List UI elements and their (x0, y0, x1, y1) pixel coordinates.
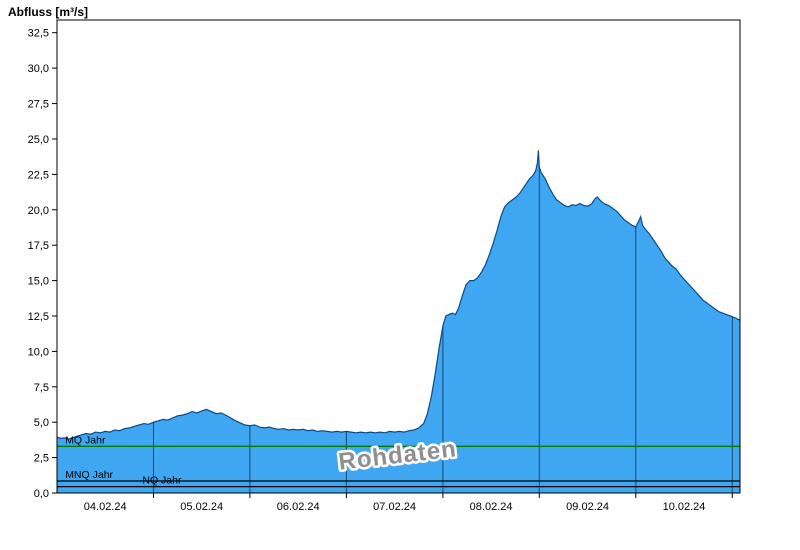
y-tick-label: 32,5 (28, 28, 49, 40)
discharge-outline (56, 150, 741, 440)
y-tick-label: 2,5 (34, 453, 49, 465)
y-tick-label: 17,5 (28, 240, 49, 252)
x-tick-label: 07.02.24 (373, 501, 416, 513)
x-tick-label: 09.02.24 (566, 501, 609, 513)
chart-title: Abfluss [m³/s] (8, 5, 89, 19)
y-tick-label: 5,0 (34, 417, 49, 429)
x-axis: 04.02.24 05.02.24 06.02.24 07.02.24 08.02.24… (84, 493, 733, 513)
y-tick-label: 30,0 (28, 63, 49, 75)
y-tick-label: 7,5 (34, 382, 49, 394)
discharge-area (57, 150, 740, 494)
reference-lines: MQ Jahr MNQ Jahr NQ Jahr (57, 434, 740, 488)
y-tick-label: 15,0 (28, 276, 49, 288)
y-tick-label: 22,5 (28, 169, 49, 181)
x-tick-label: 06.02.24 (277, 501, 320, 513)
x-tick-label: 08.02.24 (470, 501, 513, 513)
y-tick-label: 20,0 (28, 205, 49, 217)
y-tick-label: 27,5 (28, 99, 49, 111)
y-tick-label: 0,0 (34, 488, 49, 500)
x-tick-label: 05.02.24 (180, 501, 223, 513)
y-axis: 0,0 2,5 5,0 7,5 10,0 12,5 15,0 17,5 20,0 22,5 25,0… (28, 28, 57, 500)
reference-line-label: MQ Jahr (65, 434, 106, 446)
reference-line-label: NQ Jahr (142, 475, 182, 487)
y-tick-label: 10,0 (28, 346, 49, 358)
x-tick-label: 04.02.24 (84, 501, 127, 513)
x-tick-label: 10.02.24 (663, 501, 706, 513)
y-tick-label: 25,0 (28, 134, 49, 146)
plot-border (56, 19, 741, 494)
y-tick-label: 12,5 (28, 311, 49, 323)
reference-line-label: MNQ Jahr (65, 469, 113, 481)
